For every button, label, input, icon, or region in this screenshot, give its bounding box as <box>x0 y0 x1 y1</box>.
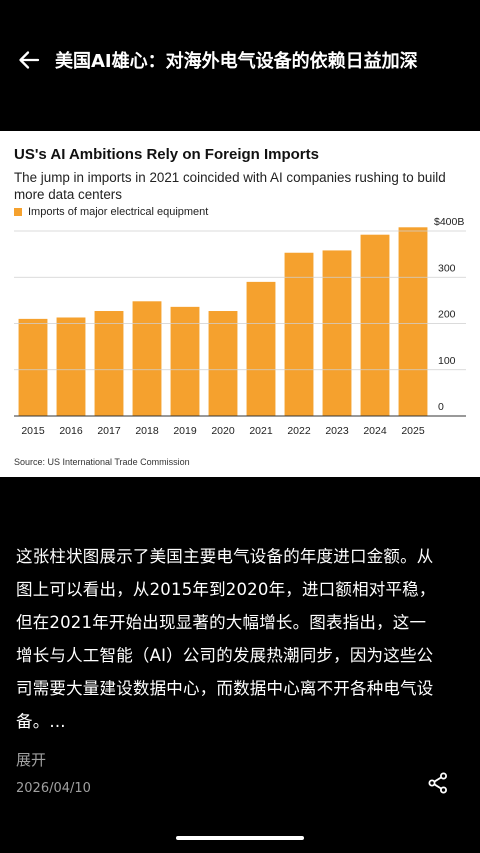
x-tick-label: 2024 <box>363 425 387 437</box>
description-line: 但在2021年开始出现显著的大幅增长。图表指出，这一 <box>16 613 427 632</box>
bar-2025 <box>398 227 428 416</box>
x-tick-label: 2022 <box>287 425 311 437</box>
share-icon <box>428 772 447 794</box>
y-tick-label: 200 <box>438 309 456 321</box>
bar-2018 <box>132 301 162 416</box>
y-tick-label: 0 <box>438 401 444 413</box>
x-tick-label: 2016 <box>59 425 83 437</box>
x-tick-label: 2021 <box>249 425 273 437</box>
bar-2017 <box>94 311 124 416</box>
expand-button[interactable]: 展开 <box>16 751 47 769</box>
arrow-left-icon <box>19 51 40 69</box>
bar-chart: 0 100 200 300 $400B 2015 2016 2017 2018 2019 2020 2… <box>14 216 466 437</box>
description-text: 这张柱状图展示了美国主要电气设备的年度进口金额。从 图上可以看出，从2015年到… <box>16 540 466 738</box>
bar-2019 <box>170 306 200 416</box>
bar-2016 <box>56 317 86 416</box>
bar-2023 <box>322 250 352 416</box>
bar-2015 <box>18 318 48 416</box>
y-tick-label: 100 <box>438 355 456 367</box>
bar-2021 <box>246 281 276 416</box>
legend-label: Imports of major electrical equipment <box>28 206 209 218</box>
bar-2020 <box>208 311 238 416</box>
x-tick-label: 2019 <box>173 425 197 437</box>
description-line: 司需要大量建设数据中心，而数据中心离不开各种电气设 <box>16 679 434 698</box>
post-date: 2026/04/10 <box>16 781 91 796</box>
page-title: 美国AI雄心：对海外电气设备的依赖日益加深 <box>55 51 418 72</box>
description-line: 图上可以看出，从2015年到2020年，进口额相对平稳， <box>16 580 436 599</box>
bar-2024 <box>360 234 390 416</box>
legend-swatch <box>14 208 22 216</box>
x-tick-label: 2015 <box>21 425 45 437</box>
top-bar: 美国AI雄心：对海外电气设备的依赖日益加深 <box>0 34 480 86</box>
y-tick-label: 300 <box>438 262 456 274</box>
chart-subtitle: The jump in imports in 2021 coincided wi… <box>14 170 446 202</box>
home-indicator[interactable] <box>176 836 304 840</box>
chart-title: US's AI Ambitions Rely on Foreign Import… <box>14 146 319 163</box>
back-button[interactable] <box>15 46 43 74</box>
chart-image[interactable]: US's AI Ambitions Rely on Foreign Import… <box>0 131 480 477</box>
y-tick-label: $400B <box>434 216 464 228</box>
description-line: 这张柱状图展示了美国主要电气设备的年度进口金额。从 <box>16 547 434 566</box>
chart-source: Source: US International Trade Commissio… <box>14 457 190 467</box>
x-tick-label: 2017 <box>97 425 121 437</box>
x-tick-label: 2023 <box>325 425 349 437</box>
description-line: 增长与人工智能（AI）公司的发展热潮同步，因为这些公 <box>16 646 434 665</box>
x-tick-label: 2025 <box>401 425 425 437</box>
share-button[interactable] <box>426 771 450 795</box>
chart-legend: Imports of major electrical equipment <box>14 206 208 218</box>
bar-2022 <box>284 252 314 416</box>
x-tick-label: 2020 <box>211 425 235 437</box>
description-line: 备。... <box>16 712 66 731</box>
x-tick-label: 2018 <box>135 425 159 437</box>
